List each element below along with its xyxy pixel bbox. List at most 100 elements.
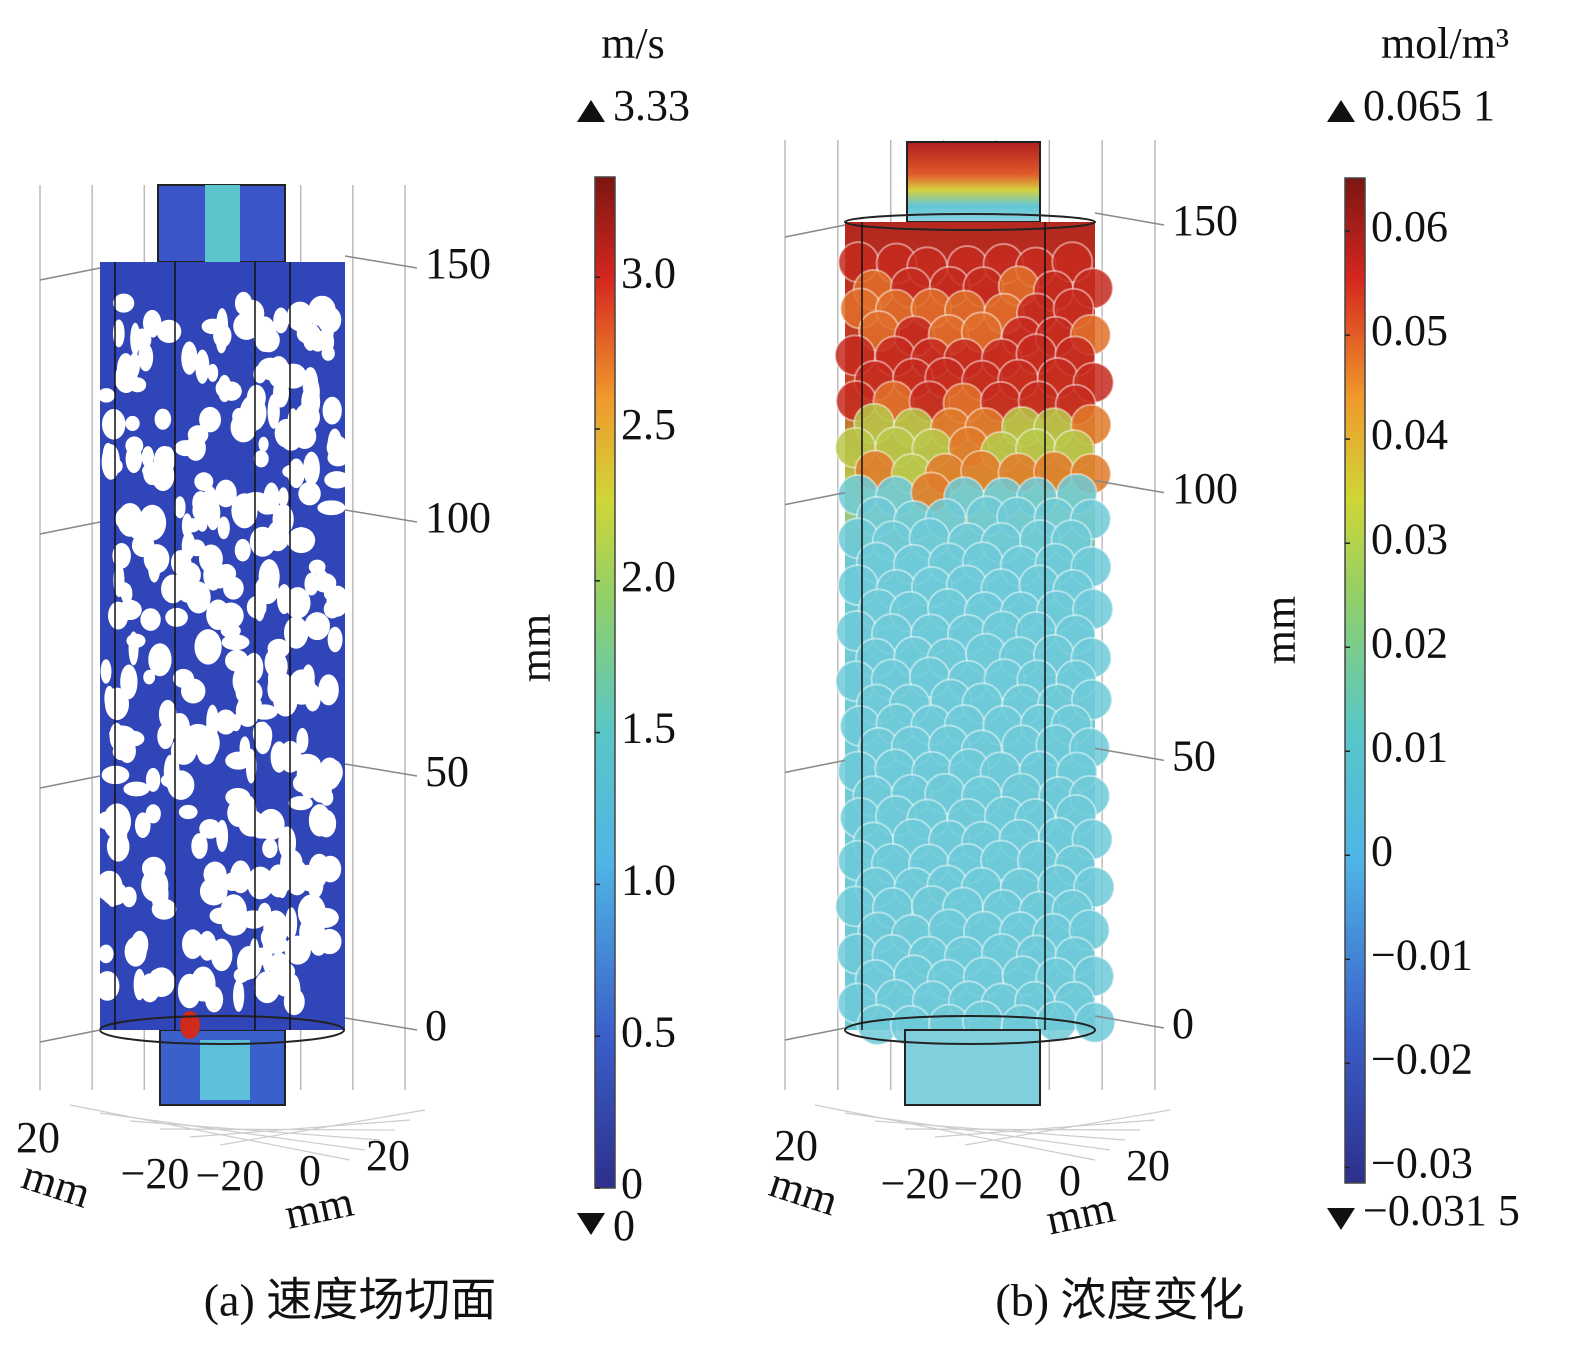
floor-line (99, 1112, 366, 1151)
z-grid-line (344, 1017, 418, 1031)
z-tick-label: 50 (425, 747, 469, 796)
z-grid-line (344, 255, 418, 269)
y-tick-label: 20 (774, 1121, 818, 1170)
pore (221, 381, 242, 401)
pore (225, 787, 251, 807)
pore (104, 685, 115, 712)
pore (191, 833, 208, 859)
y-tick-label: −20 (954, 1159, 1023, 1208)
colorbar-tick-label: 0.04 (1371, 410, 1448, 459)
pore (302, 325, 318, 351)
z-grid-line (784, 224, 846, 238)
pore (321, 345, 335, 361)
pore (298, 481, 321, 506)
pore (262, 939, 273, 973)
hot-spot (180, 1011, 200, 1039)
pore (112, 319, 125, 348)
pipe (906, 141, 1041, 223)
z-grid-line (344, 763, 418, 777)
pore (318, 674, 339, 706)
pore (220, 894, 247, 929)
pore (282, 418, 309, 443)
floor-line (189, 1119, 411, 1138)
z-grid-line (1094, 212, 1165, 226)
colorbar (1344, 177, 1366, 1184)
render (39, 140, 1171, 1161)
colorbar-tick-label: 2.0 (621, 552, 676, 601)
pore (101, 444, 120, 480)
pore (230, 412, 257, 443)
caption: (a) 速度场切面 (204, 1275, 497, 1326)
pore (322, 396, 342, 425)
pore (145, 767, 161, 792)
pore (249, 526, 276, 557)
z-tick-label: 150 (1172, 196, 1238, 245)
pore (170, 736, 197, 765)
pore (223, 576, 244, 600)
colorbar-unit: m/s (601, 19, 665, 68)
rim (844, 1015, 1096, 1045)
pore (245, 748, 257, 784)
pipe (904, 1029, 1041, 1106)
pore (282, 463, 309, 480)
x-tick-label: 20 (366, 1131, 410, 1180)
pore (252, 721, 269, 746)
colorbar-tick-label: 0.03 (1371, 514, 1448, 563)
z-tick-label: 50 (1172, 731, 1216, 780)
pore (181, 341, 198, 375)
pore (233, 979, 245, 1012)
pore (317, 500, 346, 516)
min-marker (577, 1213, 605, 1235)
pore (98, 944, 114, 964)
floor-line (874, 1120, 1126, 1141)
pore (220, 623, 241, 638)
pore (246, 596, 267, 619)
x-tick-label: −20 (121, 1149, 190, 1198)
pore (126, 633, 146, 648)
pore (103, 803, 132, 840)
pore (253, 450, 269, 468)
pipe-jet (205, 185, 240, 262)
pore (123, 781, 150, 797)
pore (254, 971, 281, 1004)
pore (296, 727, 309, 753)
floor-line (964, 1109, 1171, 1146)
pore (303, 451, 320, 486)
colorbar-tick-label: 0.02 (1371, 618, 1448, 667)
pore (133, 968, 146, 1001)
z-grid-line (1094, 747, 1165, 762)
pipe-jet (200, 1040, 250, 1100)
pore (280, 849, 303, 877)
pore (323, 586, 343, 602)
colorbar-tick-label: 3.0 (621, 248, 676, 297)
floor-line (69, 1104, 351, 1161)
colorbar-tick-label: 0.06 (1371, 202, 1448, 251)
floor-line (159, 1128, 396, 1131)
colorbar-min: 0 (613, 1201, 635, 1250)
pore (257, 357, 284, 381)
colorbar-min: −0.031 5 (1363, 1186, 1520, 1235)
floor-line (904, 1128, 1141, 1131)
pore (314, 569, 329, 592)
pore (215, 479, 237, 508)
x-tick-label: 0 (1059, 1156, 1081, 1205)
z-grid-line (1094, 1015, 1165, 1029)
pore (157, 723, 174, 750)
z-tick-label: 150 (425, 239, 491, 288)
pore (95, 971, 120, 1001)
pore (186, 581, 211, 614)
z-tick-label: 100 (1172, 464, 1238, 513)
pore (286, 301, 314, 332)
pore (304, 612, 330, 641)
pore (116, 353, 135, 388)
z-axis-label: mm (1256, 596, 1305, 664)
pore (203, 485, 217, 509)
pore (234, 291, 253, 316)
pore (207, 363, 219, 382)
pore (287, 527, 316, 554)
pore (174, 496, 186, 519)
pore (156, 319, 182, 344)
z-grid-line (39, 521, 101, 535)
z-grid-line (39, 1029, 101, 1043)
pore (198, 544, 223, 574)
